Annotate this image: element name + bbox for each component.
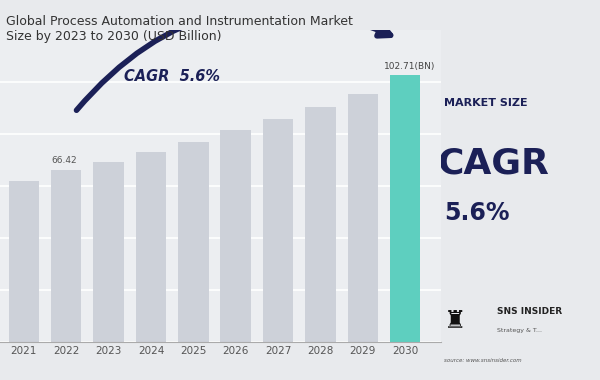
Text: MARKET SIZE: MARKET SIZE [444,98,528,108]
Bar [305,107,335,342]
Text: CAGR  5.6%: CAGR 5.6% [124,68,220,84]
Text: 66.42: 66.42 [51,156,77,165]
Text: 102.71(BN): 102.71(BN) [384,62,435,71]
Text: 5.6%: 5.6% [444,201,510,225]
Bar [136,152,166,342]
Text: CAGR: CAGR [437,146,549,180]
Bar [347,94,378,342]
Bar [220,130,251,342]
Text: SNS INSIDER: SNS INSIDER [497,307,562,316]
Bar [263,119,293,342]
Bar [51,169,82,342]
Text: Global Process Automation and Instrumentation Market
Size by 2023 to 2030 (USD B: Global Process Automation and Instrument… [6,15,353,43]
Bar [94,162,124,342]
Bar [178,142,209,342]
Text: Strategy & T...: Strategy & T... [497,328,542,333]
Text: ♜: ♜ [443,309,466,333]
Text: source: www.snsinsider.com: source: www.snsinsider.com [444,358,522,364]
Bar [390,75,421,342]
FancyArrowPatch shape [76,8,391,110]
Bar [8,181,39,342]
